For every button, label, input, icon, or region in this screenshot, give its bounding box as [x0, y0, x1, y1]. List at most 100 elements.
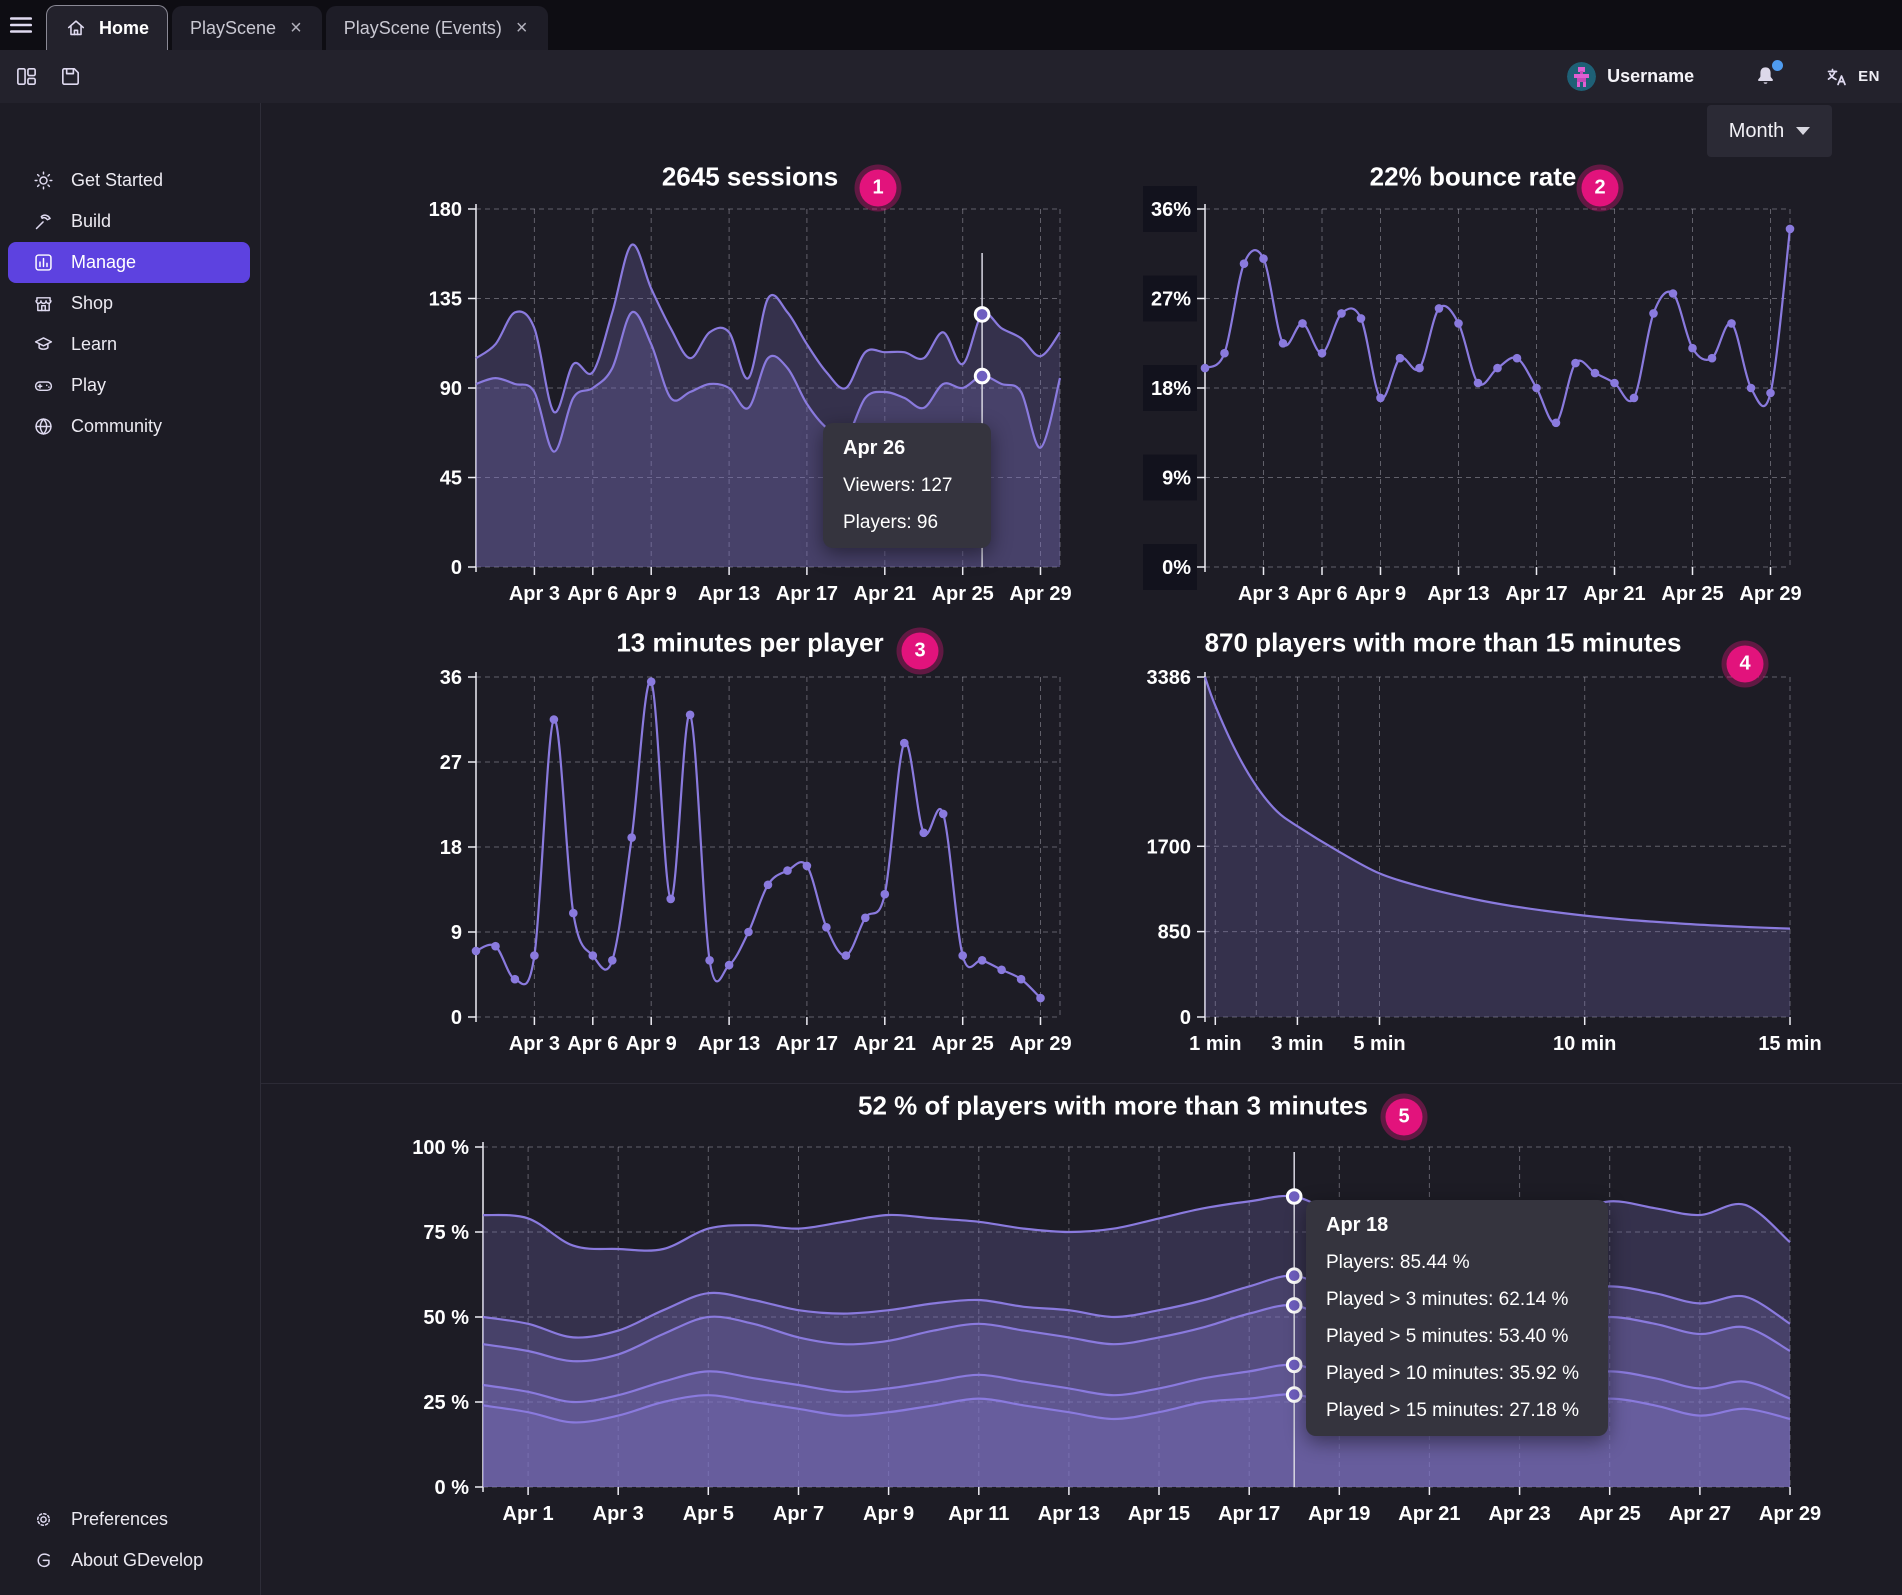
sidebar-item-label: Shop	[71, 293, 114, 313]
sidebar-item-label: Community	[71, 416, 163, 436]
svg-text:Apr 3: Apr 3	[593, 1503, 644, 1525]
sidebar-item-manage[interactable]: Manage	[8, 242, 250, 283]
step-badge-3: 3	[901, 632, 939, 670]
sidebar-item-community[interactable]: Community	[8, 406, 250, 447]
period-selector[interactable]: Month	[1707, 105, 1832, 157]
svg-text:27: 27	[440, 752, 462, 774]
sidebar-item-label: Preferences	[71, 1509, 169, 1529]
chart-bounce-rate: 36% 27% 18% 9% 0% Apr 3 Apr 6 Apr 9 Apr 13 Apr 17…	[1143, 186, 1802, 605]
bar-chart-icon	[32, 252, 54, 274]
step-badge-1: 1	[859, 169, 897, 207]
main-menu-button[interactable]	[0, 0, 42, 50]
sidebar-item-preferences[interactable]: Preferences	[8, 1499, 240, 1540]
chart-minutes-per-player: 36 27 18 9 0 Apr 3 Apr 6 Apr 9 Apr 13 Apr 17 Apr 2…	[440, 667, 1072, 1055]
sidebar-item-learn[interactable]: Learn	[8, 324, 250, 365]
svg-text:45: 45	[440, 468, 462, 490]
svg-text:Apr 9: Apr 9	[1355, 583, 1406, 605]
svg-text:Apr 17: Apr 17	[1505, 583, 1567, 605]
sidebar-item-label: Play	[71, 375, 107, 395]
svg-text:Apr 27: Apr 27	[1669, 1503, 1731, 1525]
svg-text:9%: 9%	[1162, 468, 1191, 490]
svg-text:Apr 5: Apr 5	[683, 1503, 734, 1525]
svg-text:Apr 25: Apr 25	[1579, 1503, 1641, 1525]
tab-label: Home	[99, 17, 150, 38]
svg-text:Apr 11: Apr 11	[948, 1503, 1009, 1525]
svg-text:Apr 29: Apr 29	[1739, 583, 1801, 605]
svg-text:Apr 21: Apr 21	[854, 583, 916, 605]
svg-text:Apr 15: Apr 15	[1128, 1503, 1190, 1525]
chart-title-bounce-rate: 22% bounce rate	[1369, 161, 1577, 192]
sidebar-item-shop[interactable]: Shop	[8, 283, 250, 324]
svg-text:1 min: 1 min	[1189, 1033, 1241, 1055]
notifications-button[interactable]	[1750, 59, 1784, 92]
svg-text:3 min: 3 min	[1271, 1033, 1323, 1055]
svg-text:75 %: 75 %	[423, 1222, 469, 1244]
svg-text:0: 0	[451, 557, 462, 579]
svg-text:18: 18	[440, 837, 462, 859]
svg-text:Apr 25: Apr 25	[932, 583, 994, 605]
close-icon[interactable]: ×	[290, 17, 302, 39]
bell-icon	[1757, 67, 1773, 84]
svg-text:Apr 1: Apr 1	[503, 1503, 554, 1525]
svg-text:50 %: 50 %	[423, 1307, 469, 1329]
svg-text:18%: 18%	[1151, 378, 1191, 400]
svg-text:180: 180	[429, 199, 462, 221]
svg-text:Apr 23: Apr 23	[1488, 1503, 1550, 1525]
username-label[interactable]: Username	[1607, 66, 1695, 86]
sidebar-item-play[interactable]: Play	[8, 365, 250, 406]
language-code-label[interactable]: EN	[1858, 68, 1880, 85]
step-badge-2: 2	[1581, 169, 1619, 207]
svg-text:Apr 17: Apr 17	[1218, 1503, 1280, 1525]
globe-icon	[32, 416, 54, 438]
svg-text:Apr 3: Apr 3	[509, 583, 560, 605]
sidebar: Get Started Build Manage Shop Learn	[0, 103, 261, 1595]
gdevelop-logo-icon	[32, 1550, 54, 1572]
chart-play-duration-percent: 100 % 75 % 50 % 25 % 0 % Apr 1 Apr 3 Apr 5 Apr 7…	[412, 1137, 1821, 1525]
tab-home[interactable]: Home	[46, 5, 169, 50]
hammer-icon	[32, 211, 54, 233]
panels-layout-button[interactable]	[8, 59, 44, 95]
section-divider	[261, 1083, 1902, 1084]
chart-title-play-duration: 52 % of players with more than 3 minutes	[857, 1090, 1369, 1121]
sidebar-item-build[interactable]: Build	[8, 201, 250, 242]
chart-title-players-retention: 870 players with more than 15 minutes	[1204, 627, 1682, 658]
sidebar-item-about-gdevelop[interactable]: About GDevelop	[8, 1540, 240, 1581]
avatar[interactable]	[1567, 62, 1597, 91]
svg-text:Apr 13: Apr 13	[1427, 583, 1489, 605]
tab-label: PlayScene (Events)	[343, 17, 502, 38]
tab-playscene[interactable]: PlayScene ×	[172, 6, 322, 50]
svg-text:Apr 9: Apr 9	[626, 1033, 677, 1055]
svg-text:10 min: 10 min	[1553, 1033, 1616, 1055]
sidebar-item-get-started[interactable]: Get Started	[8, 160, 250, 201]
step-badge-5: 5	[1385, 1098, 1423, 1136]
step-badge-4: 4	[1726, 645, 1764, 683]
tab-playscene-events[interactable]: PlayScene (Events) ×	[325, 6, 548, 50]
save-icon	[61, 68, 79, 85]
svg-text:0 %: 0 %	[435, 1477, 470, 1499]
svg-text:Apr 9: Apr 9	[626, 583, 677, 605]
language-button[interactable]	[1822, 62, 1852, 92]
svg-text:Apr 13: Apr 13	[1038, 1503, 1100, 1525]
svg-text:0: 0	[451, 1007, 462, 1029]
svg-text:Apr 9: Apr 9	[863, 1503, 914, 1525]
graduation-cap-icon	[32, 334, 54, 356]
svg-text:0: 0	[1180, 1007, 1191, 1029]
svg-text:Apr 25: Apr 25	[1661, 583, 1723, 605]
svg-text:Apr 21: Apr 21	[1398, 1503, 1460, 1525]
svg-text:Apr 25: Apr 25	[932, 1033, 994, 1055]
notification-dot	[1772, 59, 1784, 71]
chart-title-minutes-per-player: 13 minutes per player	[616, 627, 884, 658]
save-button[interactable]	[52, 59, 88, 95]
layout-icon	[16, 68, 36, 85]
close-icon[interactable]: ×	[515, 17, 528, 39]
tab-label: PlayScene	[190, 17, 277, 38]
toolbar: Username EN	[0, 50, 1902, 103]
sidebar-item-label: Build	[71, 211, 112, 231]
sidebar-item-label: About GDevelop	[71, 1550, 204, 1570]
svg-text:Apr 29: Apr 29	[1009, 1033, 1071, 1055]
svg-text:Apr 6: Apr 6	[567, 583, 618, 605]
sun-icon	[32, 170, 54, 192]
sidebar-footer: Preferences About GDevelop	[0, 1499, 250, 1581]
svg-text:Apr 21: Apr 21	[1583, 583, 1645, 605]
